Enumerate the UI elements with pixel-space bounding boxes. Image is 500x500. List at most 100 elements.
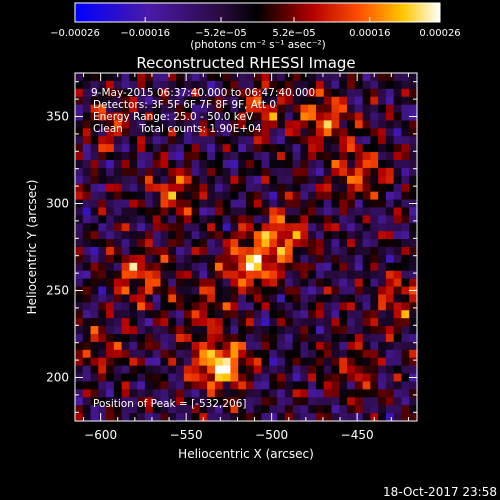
heatmap-cell xyxy=(261,381,270,390)
heatmap-cell xyxy=(183,349,193,359)
heatmap-cell xyxy=(183,247,193,256)
heatmap-cell xyxy=(246,183,255,193)
heatmap-cell xyxy=(362,239,371,248)
heatmap-cell xyxy=(277,73,286,82)
heatmap-cell xyxy=(347,231,356,240)
heatmap-cell xyxy=(246,80,255,90)
heatmap-cell xyxy=(284,294,294,303)
heatmap-cell xyxy=(113,373,123,383)
heatmap-cell xyxy=(160,96,169,106)
heatmap-cell xyxy=(199,207,208,216)
heatmap-cell xyxy=(176,341,185,351)
heatmap-cell xyxy=(98,80,107,90)
heatmap-cell xyxy=(347,183,356,193)
heatmap-cell xyxy=(207,373,216,383)
heatmap-cell xyxy=(385,349,395,359)
heatmap-cell xyxy=(160,175,169,185)
heatmap-cell xyxy=(144,381,154,390)
heatmap-cell xyxy=(183,96,193,106)
heatmap-cell xyxy=(277,270,286,280)
heatmap-cell xyxy=(308,120,317,129)
heatmap-cell xyxy=(207,262,216,272)
heatmap-cell xyxy=(370,247,379,256)
heatmap-cell xyxy=(106,215,115,224)
heatmap-cell xyxy=(300,349,309,359)
heatmap-cell xyxy=(168,262,177,272)
heatmap-cell xyxy=(222,357,232,367)
heatmap-cell xyxy=(284,365,294,375)
heatmap-cell xyxy=(339,413,348,421)
heatmap-cell xyxy=(137,341,146,351)
heatmap-cell xyxy=(129,199,138,209)
heatmap-cell xyxy=(331,286,340,296)
heatmap-cell xyxy=(347,286,356,296)
heatmap-cell xyxy=(378,80,387,90)
heatmap-cell xyxy=(347,207,356,216)
heatmap-cell xyxy=(214,80,224,90)
heatmap-cell xyxy=(152,231,162,240)
heatmap-cell xyxy=(191,389,200,398)
heatmap-cell xyxy=(292,207,302,216)
heatmap-cell xyxy=(292,152,302,161)
heatmap-cell xyxy=(183,120,193,129)
heatmap-cell xyxy=(284,373,294,383)
heatmap-cell xyxy=(277,254,286,264)
heatmap-cell xyxy=(199,397,208,406)
heatmap-cell xyxy=(339,349,348,359)
heatmap-cell xyxy=(106,389,115,398)
heatmap-cell xyxy=(378,294,387,303)
heatmap-cell xyxy=(292,349,302,359)
heatmap-cell xyxy=(90,326,99,335)
heatmap-cell xyxy=(409,294,417,303)
heatmap-cell xyxy=(106,326,115,335)
heatmap-cell xyxy=(144,80,154,90)
heatmap-cell xyxy=(362,144,371,153)
heatmap-cell xyxy=(393,405,403,414)
heatmap-cell xyxy=(222,73,232,82)
heatmap-cell xyxy=(284,278,294,288)
heatmap-cell xyxy=(323,262,333,272)
heatmap-cell xyxy=(222,254,232,264)
heatmap-cell xyxy=(347,365,356,375)
heatmap-cell xyxy=(98,405,107,414)
heatmap-cell xyxy=(323,294,333,303)
heatmap-cell xyxy=(308,334,317,343)
heatmap-cell xyxy=(137,405,146,414)
heatmap-cell xyxy=(378,373,387,383)
heatmap-cell xyxy=(315,96,325,106)
heatmap-cell xyxy=(315,278,325,288)
heatmap-cell xyxy=(90,302,99,311)
heatmap-cell xyxy=(284,104,294,114)
heatmap-cell xyxy=(277,357,286,367)
heatmap-cell xyxy=(75,183,84,193)
heatmap-cell xyxy=(191,310,200,319)
heatmap-cell xyxy=(160,334,169,343)
heatmap-cell xyxy=(370,286,379,296)
heatmap-cell xyxy=(362,310,371,319)
heatmap-cell xyxy=(191,215,200,224)
heatmap-cell xyxy=(222,278,232,288)
heatmap-cell xyxy=(121,73,131,82)
heatmap-cell xyxy=(277,365,286,375)
heatmap-cell xyxy=(315,175,325,185)
heatmap-cell xyxy=(230,381,239,390)
heatmap-cell xyxy=(246,120,255,129)
heatmap-cell xyxy=(292,381,302,390)
heatmap-cell xyxy=(308,373,317,383)
heatmap-cell xyxy=(191,223,200,232)
heatmap-cell xyxy=(121,278,131,288)
heatmap-cell xyxy=(199,112,208,122)
heatmap-cell xyxy=(354,120,364,129)
heatmap-cell xyxy=(409,96,417,106)
heatmap-cell xyxy=(354,326,364,335)
heatmap-cell xyxy=(214,357,224,367)
heatmap-cell xyxy=(401,104,410,114)
heatmap-cell xyxy=(354,318,364,327)
heatmap-cell xyxy=(370,80,379,90)
heatmap-cell xyxy=(137,389,146,398)
heatmap-cell xyxy=(401,167,410,177)
heatmap-cell xyxy=(207,334,216,343)
heatmap-cell xyxy=(137,413,146,421)
heatmap-cell xyxy=(253,341,263,351)
heatmap-cell xyxy=(90,405,99,414)
